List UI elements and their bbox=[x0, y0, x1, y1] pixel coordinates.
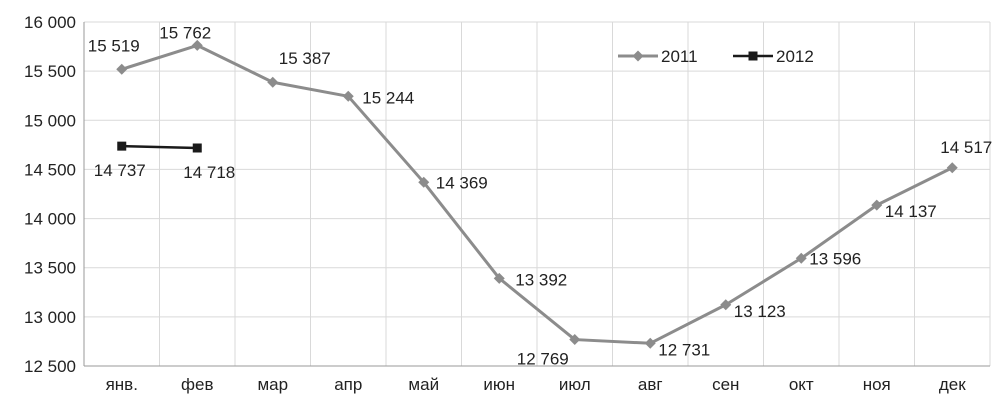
series bbox=[116, 39, 958, 349]
data-point-2011 bbox=[116, 63, 128, 75]
y-axis-ticks: 12 500 13 000 13 500 14 000 14 500 15 000 15 5… bbox=[24, 13, 76, 376]
x-tick-label: окт bbox=[789, 375, 814, 394]
data-label: 13 392 bbox=[515, 270, 567, 289]
x-tick-label: июн bbox=[483, 375, 515, 394]
data-point-2011 bbox=[720, 299, 732, 311]
data-label: 12 769 bbox=[517, 350, 569, 369]
data-point-2011 bbox=[644, 337, 656, 349]
x-tick-label: июл bbox=[559, 375, 591, 394]
data-label: 14 137 bbox=[885, 202, 937, 221]
data-label: 13 596 bbox=[809, 249, 861, 268]
data-point-2012 bbox=[117, 141, 127, 151]
series-line-2011 bbox=[121, 43, 953, 345]
y-tick-label: 15 500 bbox=[24, 62, 76, 81]
data-label: 14 369 bbox=[436, 173, 488, 192]
x-tick-label: авг bbox=[638, 375, 663, 394]
y-tick-label: 15 000 bbox=[24, 111, 76, 130]
data-point-2011 bbox=[342, 90, 354, 102]
data-point-2011 bbox=[871, 199, 883, 211]
data-label: 15 519 bbox=[88, 36, 140, 55]
data-point-2011 bbox=[267, 76, 279, 88]
legend-marker-2011 bbox=[632, 50, 644, 62]
y-tick-label: 14 500 bbox=[24, 160, 76, 179]
data-label: 15 387 bbox=[279, 49, 331, 68]
legend-marker-2012 bbox=[748, 51, 758, 61]
data-labels: 15 519 15 762 15 387 15 244 14 369 13 392 12 7… bbox=[88, 23, 993, 368]
y-tick-label: 16 000 bbox=[24, 13, 76, 32]
y-tick-label: 13 500 bbox=[24, 259, 76, 278]
x-tick-label: сен bbox=[712, 375, 739, 394]
data-point-2011 bbox=[493, 272, 505, 284]
data-point-2011 bbox=[795, 252, 807, 264]
x-tick-label: мар bbox=[257, 375, 288, 394]
data-point-2011 bbox=[946, 162, 958, 174]
data-point-2011 bbox=[191, 39, 203, 51]
data-label: 14 737 bbox=[94, 161, 146, 180]
legend-label: 2012 bbox=[776, 47, 814, 66]
x-tick-label: апр bbox=[334, 375, 362, 394]
data-label: 15 762 bbox=[159, 23, 211, 42]
grid bbox=[83, 21, 991, 367]
data-point-2011 bbox=[569, 334, 581, 346]
data-label: 13 123 bbox=[734, 302, 786, 321]
x-tick-label: ноя bbox=[863, 375, 891, 394]
x-tick-label: май bbox=[408, 375, 439, 394]
series-line-2012 bbox=[121, 144, 198, 150]
data-label: 14 718 bbox=[183, 163, 235, 182]
data-label: 14 517 bbox=[940, 138, 992, 157]
data-label: 15 244 bbox=[362, 88, 414, 107]
x-axis-ticks: янв. фев мар апр май июн июл авг сен окт ноя дек bbox=[106, 375, 967, 394]
y-tick-label: 13 000 bbox=[24, 308, 76, 327]
x-tick-label: дек bbox=[939, 375, 966, 394]
x-tick-label: фев bbox=[181, 375, 213, 394]
axes bbox=[83, 22, 990, 367]
y-tick-label: 12 500 bbox=[24, 357, 76, 376]
data-point-2012 bbox=[192, 143, 202, 153]
x-tick-label: янв. bbox=[106, 375, 138, 394]
legend-label: 2011 bbox=[661, 47, 698, 66]
y-tick-label: 14 000 bbox=[24, 210, 76, 229]
data-point-2011 bbox=[418, 176, 430, 188]
legend: 2011 2012 bbox=[618, 47, 814, 66]
data-label: 12 731 bbox=[658, 340, 710, 359]
